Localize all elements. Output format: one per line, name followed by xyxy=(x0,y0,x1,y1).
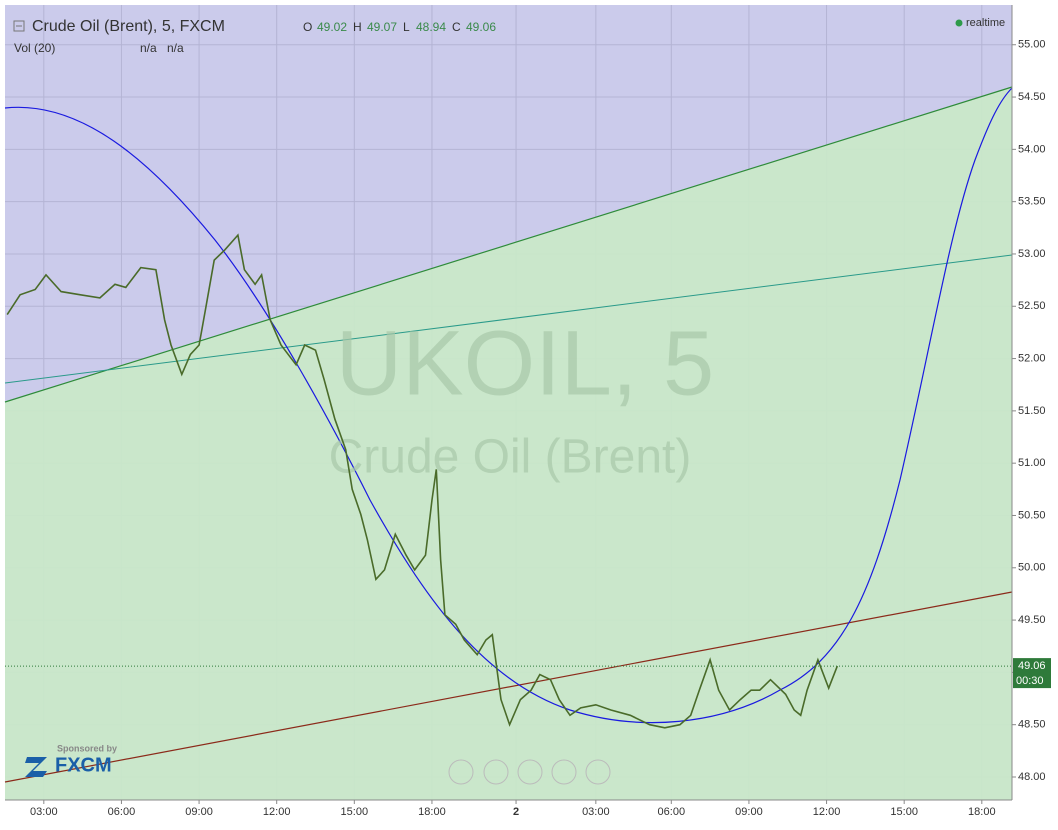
status: realtime xyxy=(966,17,1005,29)
ohlc-value: 49.06 xyxy=(466,20,496,34)
last-price-box xyxy=(1013,658,1051,689)
scroll-left-button[interactable] xyxy=(448,759,474,785)
x-tick-label: 15:00 xyxy=(341,806,369,818)
scroll-right-button[interactable] xyxy=(585,759,611,785)
trend-line xyxy=(4,591,1013,783)
chart-title: Crude Oil (Brent), 5, FXCM xyxy=(32,18,225,35)
last-price-label: 49.06 xyxy=(1018,660,1046,672)
x-tick-label: 09:00 xyxy=(735,806,763,818)
zoom-in-button[interactable] xyxy=(551,759,577,785)
volume-value: n/a xyxy=(167,41,184,55)
y-tick-label: 53.50 xyxy=(1018,196,1046,208)
ohlc-value: 49.07 xyxy=(367,20,397,34)
x-tick-label: 2 xyxy=(513,806,519,818)
curve-drawing xyxy=(4,87,1013,724)
marks xyxy=(6,233,839,729)
ohlc-label: C xyxy=(452,20,461,34)
x-tick-label: 12:00 xyxy=(813,806,841,818)
y-tick-label: 49.50 xyxy=(1018,614,1046,626)
reset-button[interactable] xyxy=(517,759,543,785)
y-tick-label: 54.00 xyxy=(1018,143,1046,155)
y-tick-label: 54.50 xyxy=(1018,91,1046,103)
y-tick-label: 50.50 xyxy=(1018,509,1046,521)
ohlc-label: L xyxy=(403,20,410,34)
x-tick-label: 06:00 xyxy=(658,806,686,818)
y-tick-label: 52.50 xyxy=(1018,300,1046,312)
watermark-symbol: UKOIL, 5 xyxy=(336,312,714,414)
volume-label: Vol (20) xyxy=(14,41,55,55)
status-dot xyxy=(955,19,963,27)
price-line xyxy=(6,233,839,729)
y-tick-label: 51.00 xyxy=(1018,457,1046,469)
triangle-drawing xyxy=(5,87,1012,800)
x-tick-label: 15:00 xyxy=(890,806,918,818)
sponsor-brand[interactable]: FXCM xyxy=(55,754,112,776)
x-tick-label: 03:00 xyxy=(30,806,58,818)
x-tick-label: 12:00 xyxy=(263,806,291,818)
trend-line xyxy=(4,254,1013,384)
nav-buttons xyxy=(448,759,611,785)
y-tick-label: 50.00 xyxy=(1018,562,1046,574)
y-tick-label: 53.00 xyxy=(1018,248,1046,260)
y-tick-label: 52.00 xyxy=(1018,352,1046,364)
ohlc-value: 49.02 xyxy=(317,20,347,34)
x-tick-label: 09:00 xyxy=(185,806,213,818)
volume-value: n/a xyxy=(140,41,157,55)
y-tick-label: 51.50 xyxy=(1018,405,1046,417)
y-tick-label: 55.00 xyxy=(1018,39,1046,51)
x-tick-label: 03:00 xyxy=(582,806,610,818)
ohlc-label: H xyxy=(353,20,362,34)
sponsor-logo xyxy=(25,757,47,777)
y-tick-label: 48.00 xyxy=(1018,771,1046,783)
sponsor-text: Sponsored by xyxy=(57,743,117,753)
watermark-name: Crude Oil (Brent) xyxy=(329,431,692,484)
ohlc-label: O xyxy=(303,20,312,34)
ohlc-value: 48.94 xyxy=(416,20,446,34)
collapse-icon[interactable] xyxy=(13,20,25,32)
x-tick-label: 06:00 xyxy=(108,806,136,818)
x-tick-label: 18:00 xyxy=(418,806,446,818)
zoom-out-button[interactable] xyxy=(483,759,509,785)
countdown: 00:30 xyxy=(1016,675,1044,687)
y-tick-label: 48.50 xyxy=(1018,719,1046,731)
x-tick-label: 18:00 xyxy=(968,806,996,818)
